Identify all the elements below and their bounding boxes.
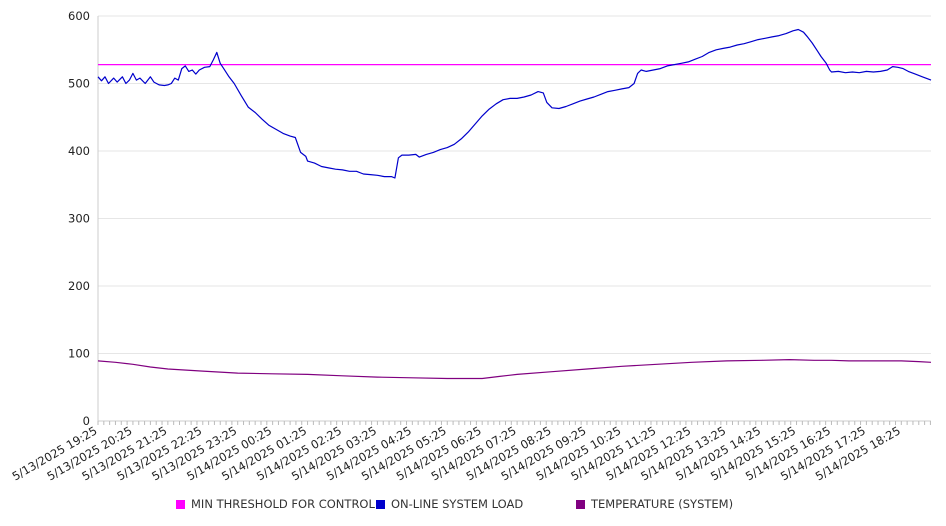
legend-label-system-load: ON-LINE SYSTEM LOAD <box>391 497 524 511</box>
y-tick-label-200: 200 <box>68 279 90 293</box>
y-tick-label-600: 600 <box>68 9 90 23</box>
line-chart: 0 100 200 300 400 500 600 5/13/2025 19:255/13/… <box>10 9 932 483</box>
y-tick-label-100: 100 <box>68 347 90 361</box>
y-tick-label-400: 400 <box>68 144 90 158</box>
legend-label-min-threshold: MIN THRESHOLD FOR CONTROL <box>191 497 375 511</box>
series-line-on-line-system-load <box>97 28 932 179</box>
axes <box>97 16 931 425</box>
series-line-temperature-system <box>97 359 932 380</box>
y-tick-label-300: 300 <box>68 212 90 226</box>
legend-swatch-system-load <box>376 499 385 509</box>
x-tick-labels: 5/13/2025 19:255/13/2025 20:255/13/2025 … <box>10 423 903 483</box>
y-tick-labels: 0 100 200 300 400 500 600 <box>68 9 90 428</box>
gridlines <box>98 15 931 354</box>
legend-swatch-min-threshold <box>176 499 185 509</box>
legend-item-min-threshold: MIN THRESHOLD FOR CONTROL <box>176 497 375 511</box>
legend: MIN THRESHOLD FOR CONTROL ON-LINE SYSTEM… <box>0 497 946 515</box>
legend-label-temperature: TEMPERATURE (SYSTEM) <box>591 497 734 511</box>
y-tick-label-0: 0 <box>83 414 90 428</box>
legend-swatch-temperature <box>576 499 585 509</box>
legend-item-system-load: ON-LINE SYSTEM LOAD <box>376 497 523 511</box>
series-layer <box>97 28 932 380</box>
y-tick-label-500: 500 <box>68 77 90 91</box>
legend-item-temperature: TEMPERATURE (SYSTEM) <box>576 497 733 511</box>
